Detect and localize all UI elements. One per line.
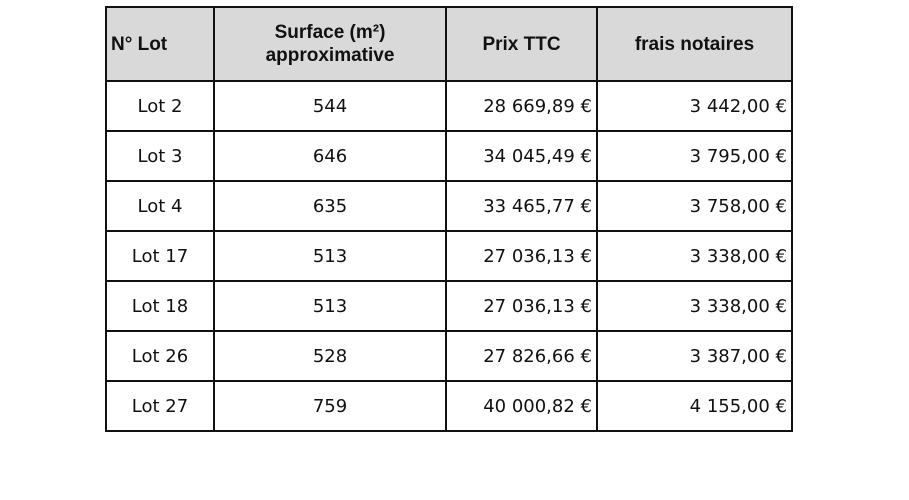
cell-fees: 3 442,00 € — [596, 80, 793, 132]
cell-lot: Lot 18 — [105, 280, 215, 332]
cell-surface: 513 — [213, 230, 447, 282]
cell-price: 28 669,89 € — [445, 80, 598, 132]
header-notary-fees: frais notaires — [596, 6, 793, 82]
table-row: Lot 18 513 27 036,13 € 3 338,00 € — [105, 280, 793, 332]
cell-price: 34 045,49 € — [445, 130, 598, 182]
cell-lot: Lot 26 — [105, 330, 215, 382]
header-surface-line1: Surface (m²) — [274, 22, 386, 43]
header-lot-number: N° Lot — [105, 6, 215, 82]
cell-lot: Lot 2 — [105, 80, 215, 132]
cell-fees: 3 758,00 € — [596, 180, 793, 232]
cell-surface: 635 — [213, 180, 447, 232]
table-header: N° Lot Surface (m²) approximative Prix T… — [105, 6, 793, 82]
table-row: Lot 4 635 33 465,77 € 3 758,00 € — [105, 180, 793, 232]
cell-price: 40 000,82 € — [445, 380, 598, 432]
cell-surface: 513 — [213, 280, 447, 332]
cell-lot: Lot 3 — [105, 130, 215, 182]
table-row: Lot 2 544 28 669,89 € 3 442,00 € — [105, 80, 793, 132]
cell-price: 33 465,77 € — [445, 180, 598, 232]
cell-lot: Lot 17 — [105, 230, 215, 282]
table-row: Lot 27 759 40 000,82 € 4 155,00 € — [105, 380, 793, 432]
cell-fees: 3 338,00 € — [596, 280, 793, 332]
lots-price-table: N° Lot Surface (m²) approximative Prix T… — [105, 6, 793, 432]
header-price: Prix TTC — [445, 6, 598, 82]
table-row: Lot 17 513 27 036,13 € 3 338,00 € — [105, 230, 793, 282]
cell-lot: Lot 27 — [105, 380, 215, 432]
header-surface-line2: approximative — [265, 45, 395, 66]
cell-fees: 3 387,00 € — [596, 330, 793, 382]
cell-fees: 4 155,00 € — [596, 380, 793, 432]
cell-fees: 3 338,00 € — [596, 230, 793, 282]
cell-price: 27 036,13 € — [445, 280, 598, 332]
header-surface: Surface (m²) approximative — [213, 6, 447, 82]
table-row: Lot 26 528 27 826,66 € 3 387,00 € — [105, 330, 793, 382]
cell-lot: Lot 4 — [105, 180, 215, 232]
table-row: Lot 3 646 34 045,49 € 3 795,00 € — [105, 130, 793, 182]
cell-surface: 646 — [213, 130, 447, 182]
header-row: N° Lot Surface (m²) approximative Prix T… — [105, 6, 793, 82]
table-body: Lot 2 544 28 669,89 € 3 442,00 € Lot 3 6… — [105, 80, 793, 432]
cell-price: 27 826,66 € — [445, 330, 598, 382]
cell-price: 27 036,13 € — [445, 230, 598, 282]
cell-surface: 544 — [213, 80, 447, 132]
cell-surface: 528 — [213, 330, 447, 382]
cell-surface: 759 — [213, 380, 447, 432]
cell-fees: 3 795,00 € — [596, 130, 793, 182]
